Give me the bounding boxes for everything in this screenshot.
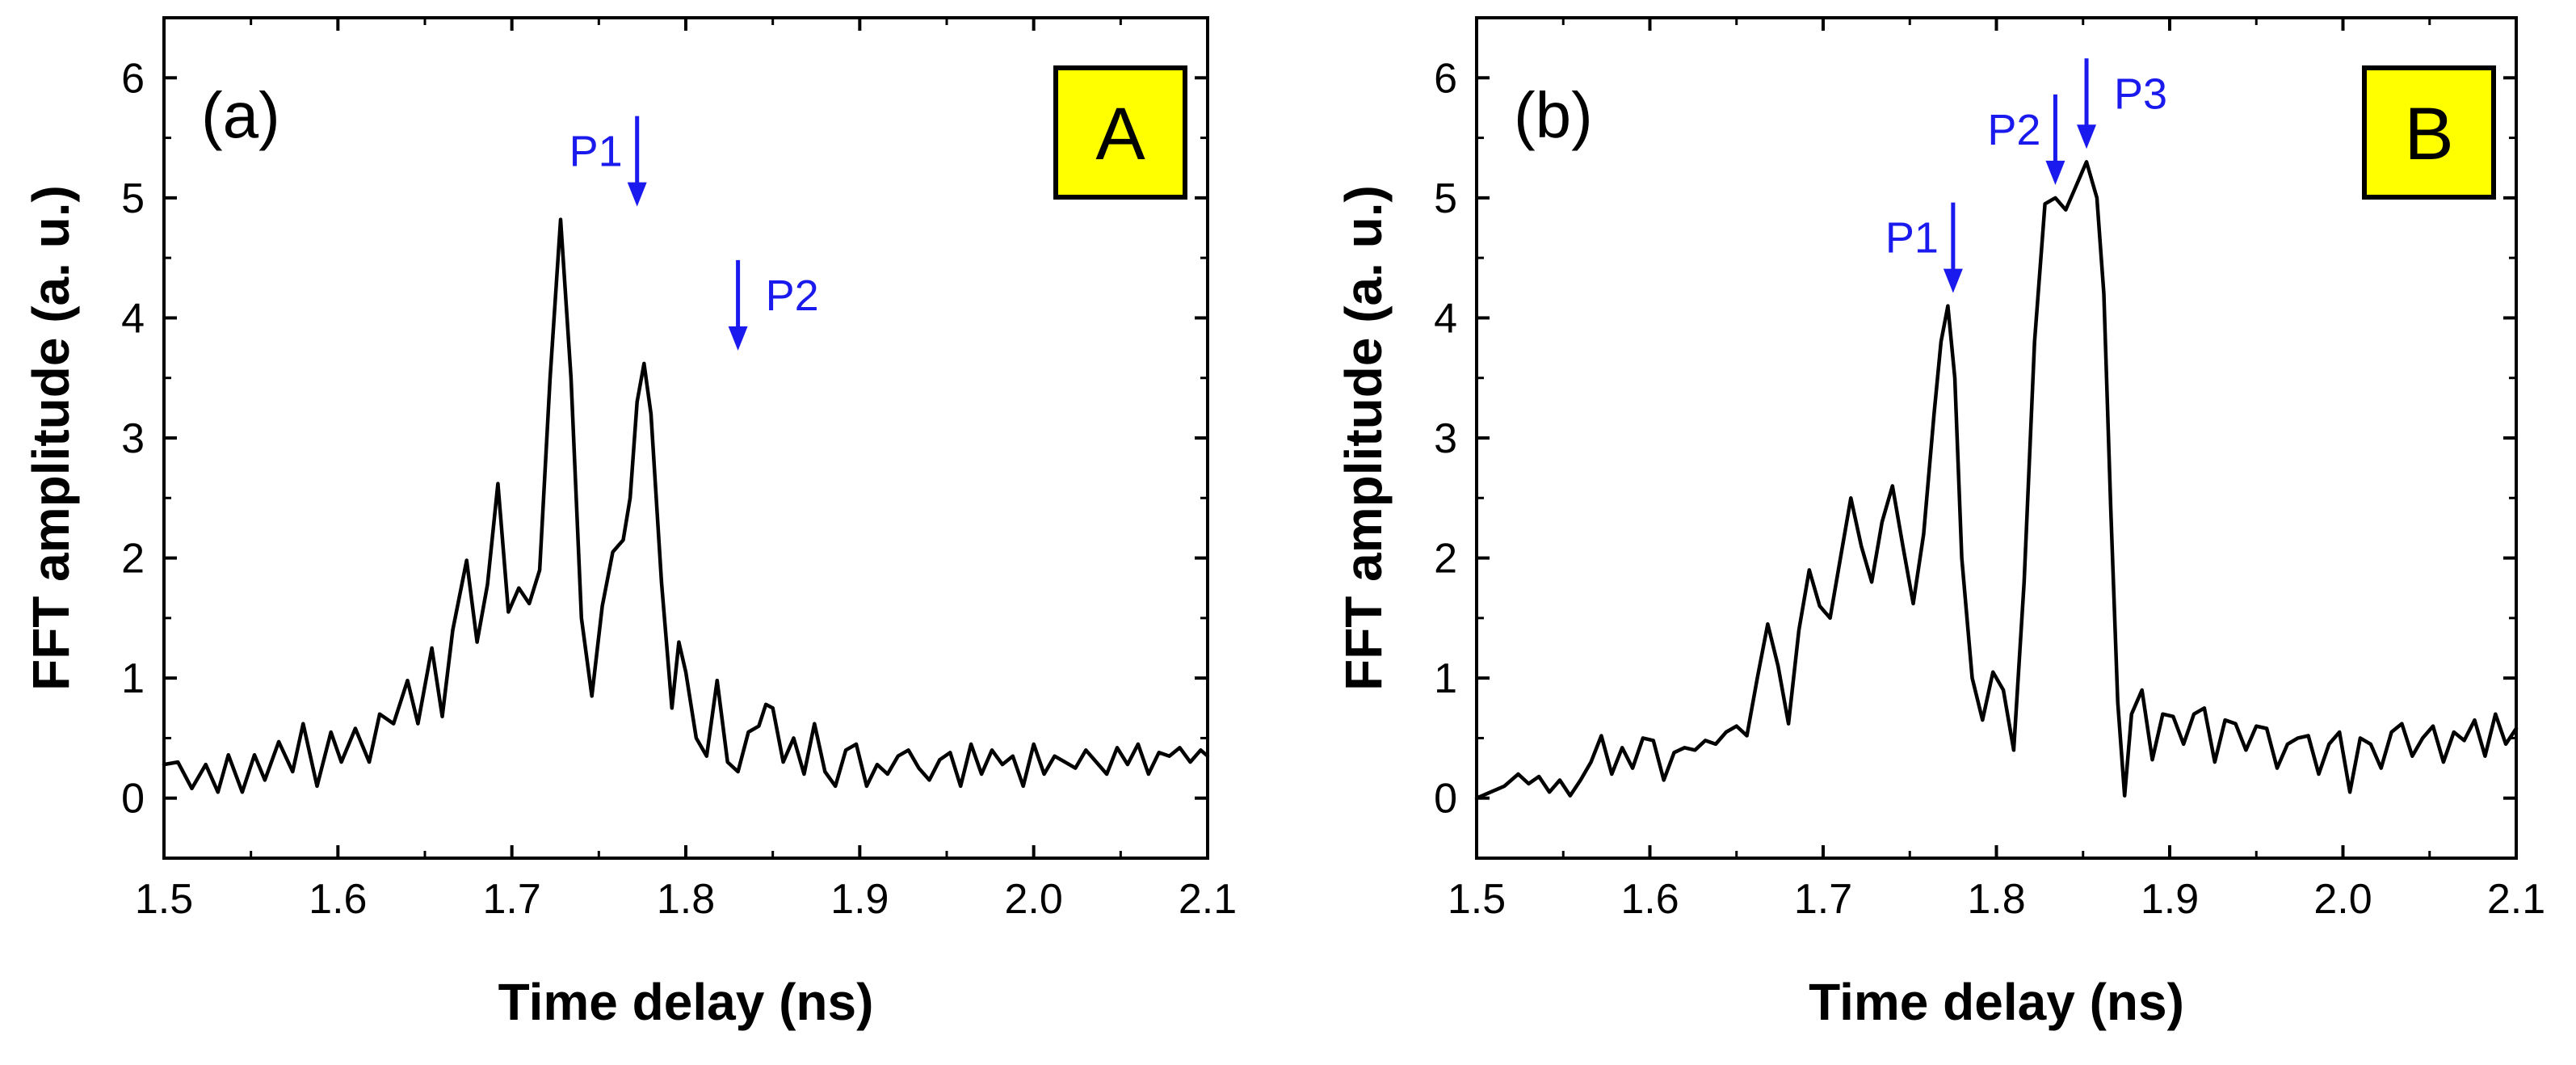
- x-tick-label: 1.6: [1620, 876, 1679, 923]
- sample-label-text: B: [2404, 93, 2453, 175]
- y-tick-label: 4: [121, 295, 145, 342]
- y-tick-label: 2: [1434, 536, 1457, 583]
- sample-label-box: [2362, 65, 2496, 200]
- sample-label-text: A: [1095, 93, 1145, 175]
- panel-a: 1.5 1.6 1.7 1.8 1.9 2.0 2.1 0 1 2 3 4 5 6 Time delay (…: [22, 16, 1237, 1031]
- x-tick-label: 1.7: [483, 876, 541, 923]
- x-tick-label: 2.0: [2313, 876, 2372, 923]
- peak-arrow-head: [2045, 160, 2065, 185]
- peak-arrow-head: [1943, 268, 1963, 293]
- series-line-0: [1474, 160, 2519, 800]
- x-axis-title: Time delay (ns): [498, 973, 874, 1031]
- panel-b: 1.5 1.6 1.7 1.8 1.9 2.0 2.1 0 1 2 3 4 5 6 Time delay (…: [1334, 16, 2545, 1031]
- x-tick-label: 1.5: [1448, 876, 1506, 923]
- x-tick-label: 1.9: [2141, 876, 2199, 923]
- x-tick-label: 1.6: [309, 876, 367, 923]
- panel-label: (a): [201, 79, 280, 151]
- x-tick-label: 1.5: [135, 876, 193, 923]
- x-tick-label: 2.0: [1005, 876, 1063, 923]
- peak-arrow-head: [627, 182, 647, 207]
- y-tick-label: 3: [121, 415, 145, 462]
- y-tick-label: 5: [121, 175, 145, 222]
- sample-label-box: [1053, 65, 1187, 200]
- plot-frame: [162, 16, 1209, 860]
- x-tick-label: 1.8: [657, 876, 715, 923]
- y-tick-label: 6: [1434, 55, 1457, 102]
- x-tick-label: 2.1: [2487, 876, 2545, 923]
- panel-label: (b): [1514, 79, 1593, 151]
- x-tick-label: 2.1: [1179, 876, 1237, 923]
- peak-label: P1: [1885, 214, 1939, 263]
- y-tick-label: 4: [1434, 295, 1457, 342]
- y-tick-label: 3: [1434, 415, 1457, 462]
- y-axis-title: FFT amplitude (a. u.): [22, 185, 80, 691]
- y-tick-label: 2: [121, 536, 145, 583]
- y-tick-label: 5: [1434, 175, 1457, 222]
- peak-label: P2: [766, 272, 819, 320]
- peak-label: P1: [569, 128, 623, 176]
- y-tick-label: 0: [1434, 776, 1457, 823]
- peak-arrow-head: [728, 326, 748, 351]
- x-tick-label: 1.8: [1967, 876, 2025, 923]
- series-line-0: [162, 217, 1210, 794]
- y-tick-label: 1: [1434, 655, 1457, 702]
- y-tick-label: 6: [121, 55, 145, 102]
- x-tick-label: 1.7: [1794, 876, 1852, 923]
- y-tick-label: 1: [121, 655, 145, 702]
- x-tick-label: 1.9: [830, 876, 889, 923]
- y-tick-label: 0: [121, 776, 145, 823]
- y-axis-title: FFT amplitude (a. u.): [1334, 185, 1393, 691]
- peak-label: P2: [1987, 106, 2040, 154]
- x-axis-title: Time delay (ns): [1809, 973, 2184, 1031]
- peak-arrow-head: [2077, 124, 2097, 149]
- peak-label: P3: [2114, 69, 2167, 118]
